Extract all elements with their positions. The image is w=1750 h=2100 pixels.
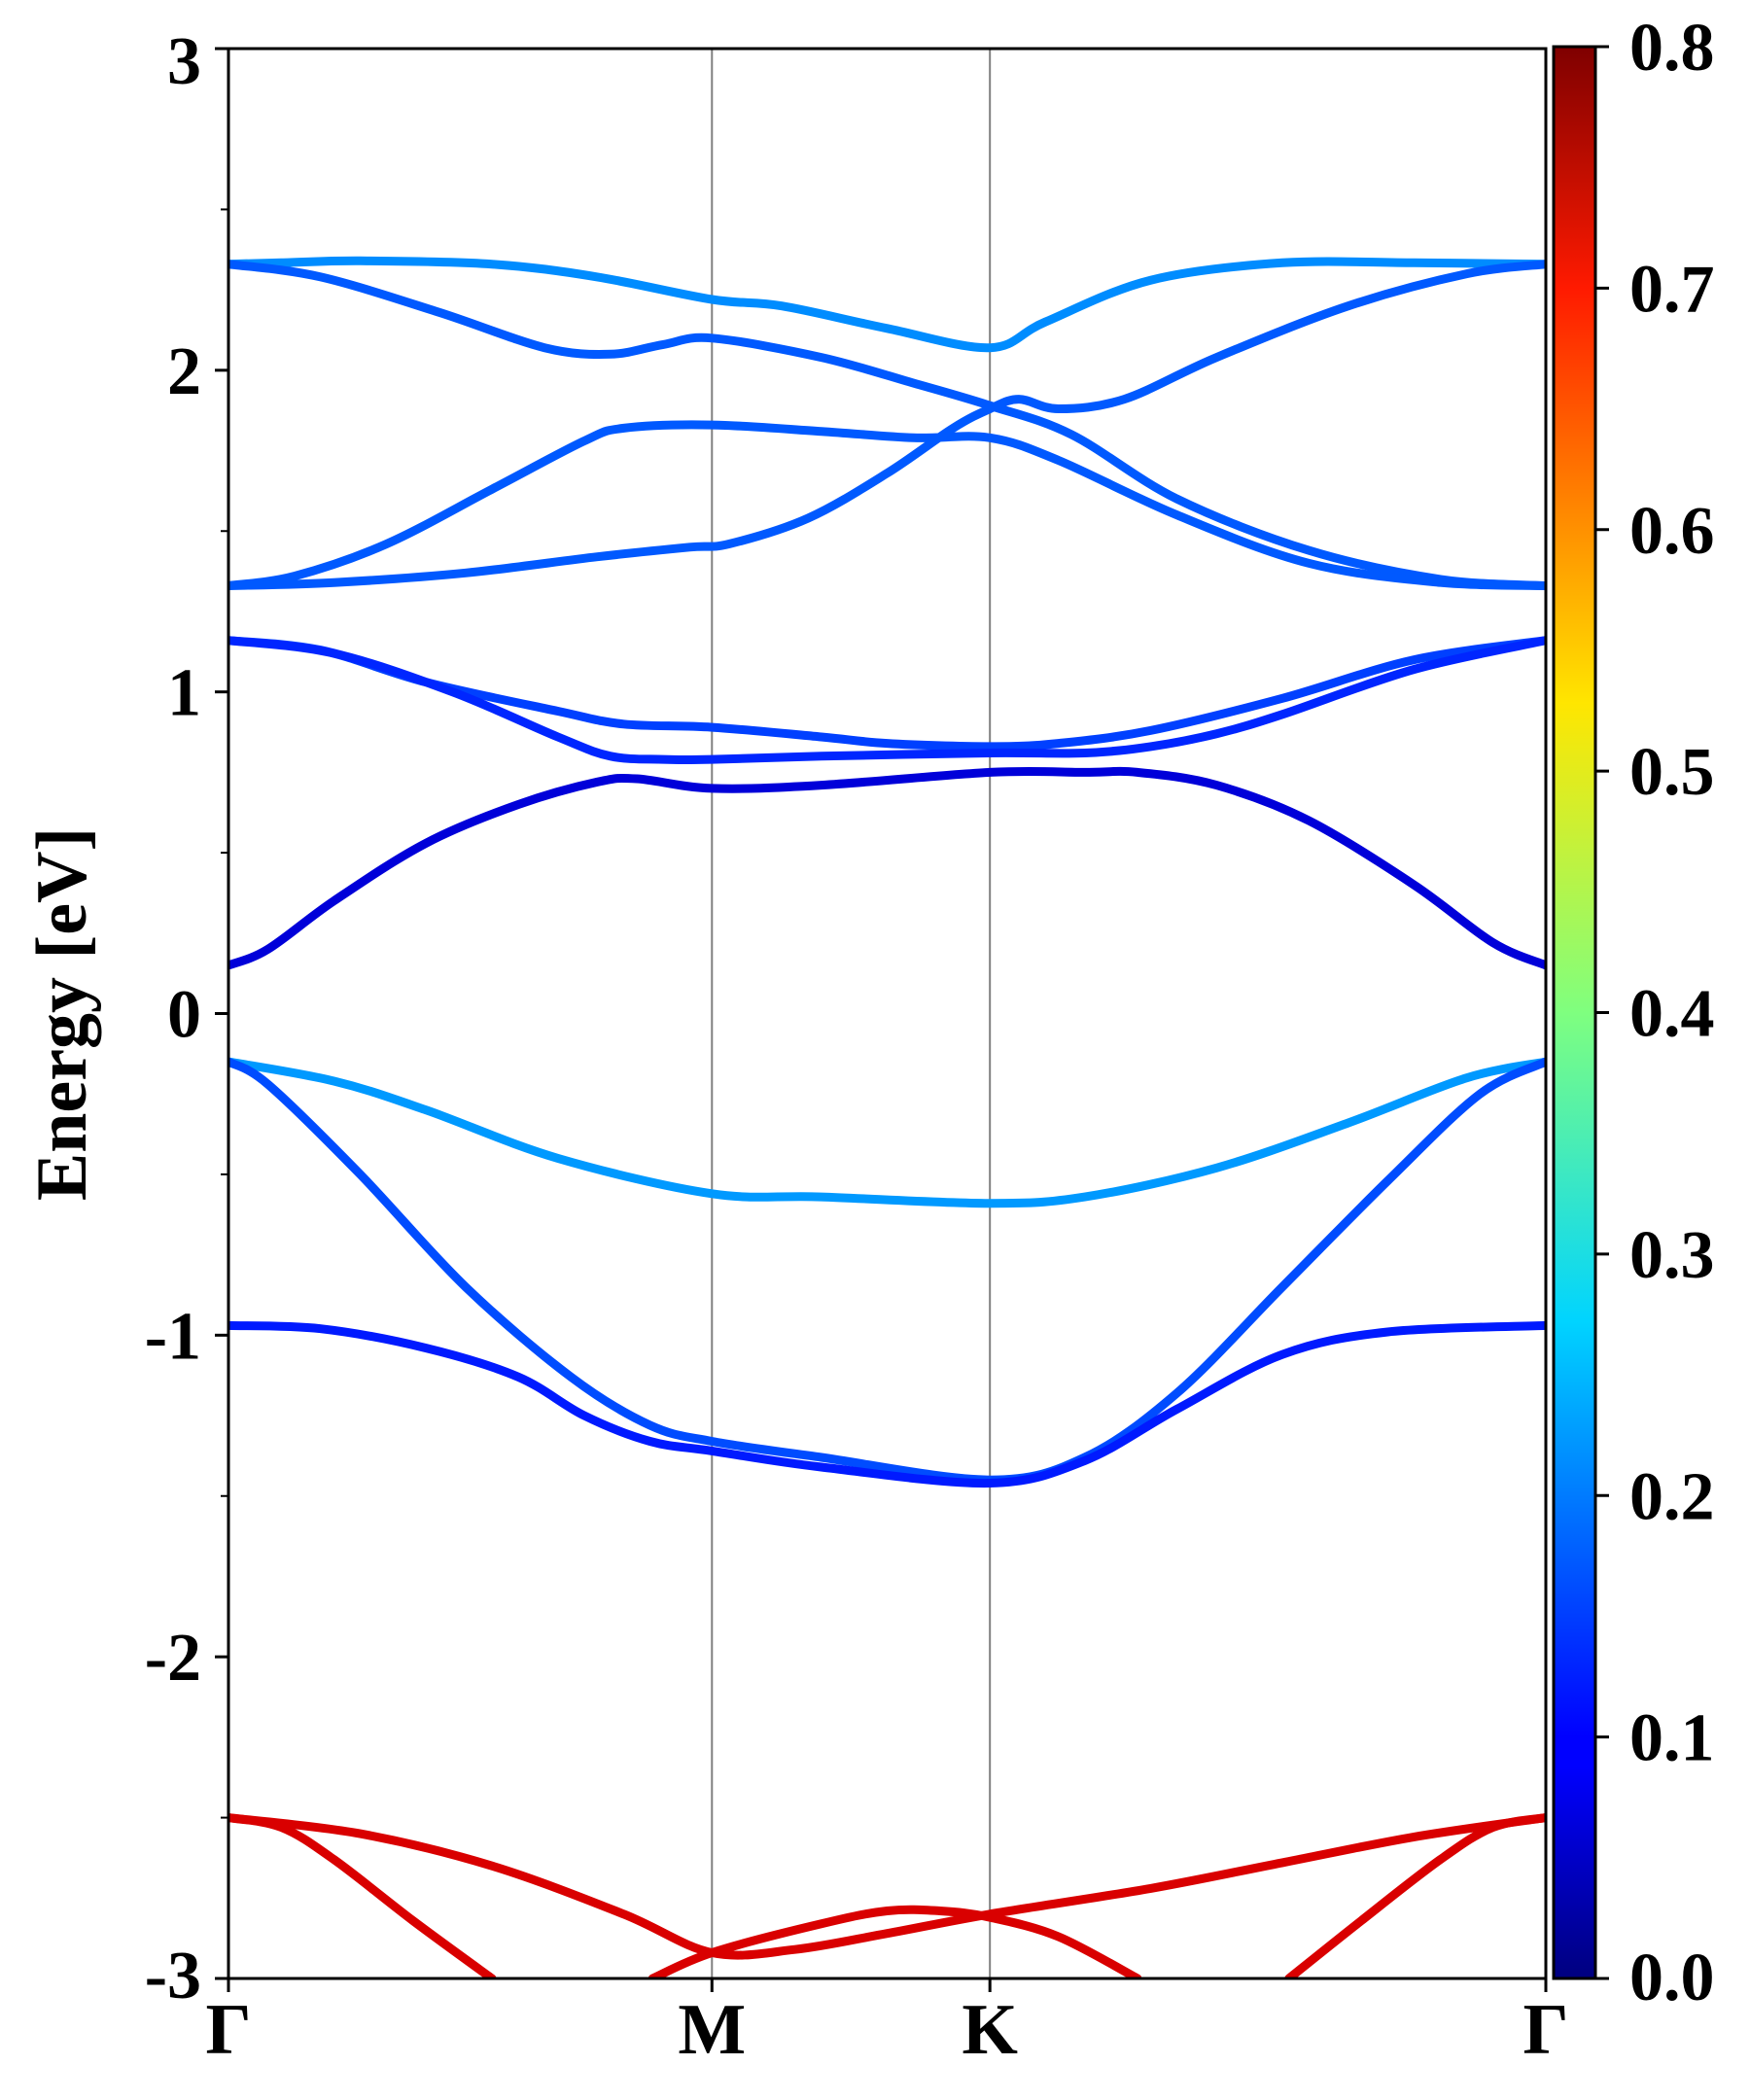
band-line-13 (648, 1905, 1142, 1978)
y-tick-label: -3 (145, 1939, 201, 2013)
colorbar-tick-label: 0.5 (1629, 735, 1715, 810)
y-tick-label: -1 (145, 1299, 201, 1374)
band-line-10 (228, 1320, 1546, 1488)
band-line-11 (228, 1813, 1546, 1960)
y-tick-label: 1 (167, 656, 201, 731)
y-axis-ticks: 3 2 1 0 -1 -2 -3 (145, 24, 228, 2013)
colorbar-tick-label: 0.7 (1629, 252, 1715, 327)
colorbar-tick-label: 0.2 (1629, 1459, 1715, 1534)
band-line-12 (228, 1813, 497, 1978)
colorbar-ticks: 0.0 0.1 0.2 0.3 0.4 0.5 0.6 0.7 0.8 (1595, 11, 1715, 2015)
high-symmetry-lines (711, 49, 992, 1978)
colorbar-tick-label: 0.3 (1629, 1218, 1715, 1293)
colorbar-tick-label: 0.4 (1629, 977, 1715, 1052)
colorbar-tick-label: 0.0 (1629, 1941, 1715, 2015)
colorbar-tick-label: 0.6 (1629, 494, 1715, 569)
x-tick-label: K (962, 1990, 1018, 2070)
band-line-7 (228, 766, 1546, 970)
plot-frame (227, 47, 1548, 1980)
colorbar-tick-label: 0.1 (1629, 1701, 1715, 1776)
band-line-8 (228, 1057, 1546, 1208)
bands (228, 256, 1546, 1978)
colorbar (1552, 45, 1597, 1980)
band-line-4 (228, 260, 1546, 590)
y-tick-label: 3 (167, 24, 201, 99)
band-line-14 (1284, 1813, 1546, 1978)
y-tick-label: -2 (145, 1621, 201, 1696)
x-tick-label: M (678, 1990, 746, 2070)
band-line-9 (228, 1057, 1546, 1485)
y-tick-label: 0 (167, 978, 201, 1053)
band-line-1 (228, 256, 1546, 353)
colorbar-tick-label: 0.8 (1629, 11, 1715, 86)
band-line-2 (228, 260, 1546, 590)
y-axis-title: Energy [eV] (22, 827, 102, 1201)
y-tick-label: 2 (167, 334, 201, 409)
x-tick-label: Γ (205, 1990, 251, 2070)
band-line-3 (228, 420, 1546, 590)
x-tick-label: Γ (1522, 1990, 1568, 2070)
band-line-6 (228, 636, 1546, 765)
